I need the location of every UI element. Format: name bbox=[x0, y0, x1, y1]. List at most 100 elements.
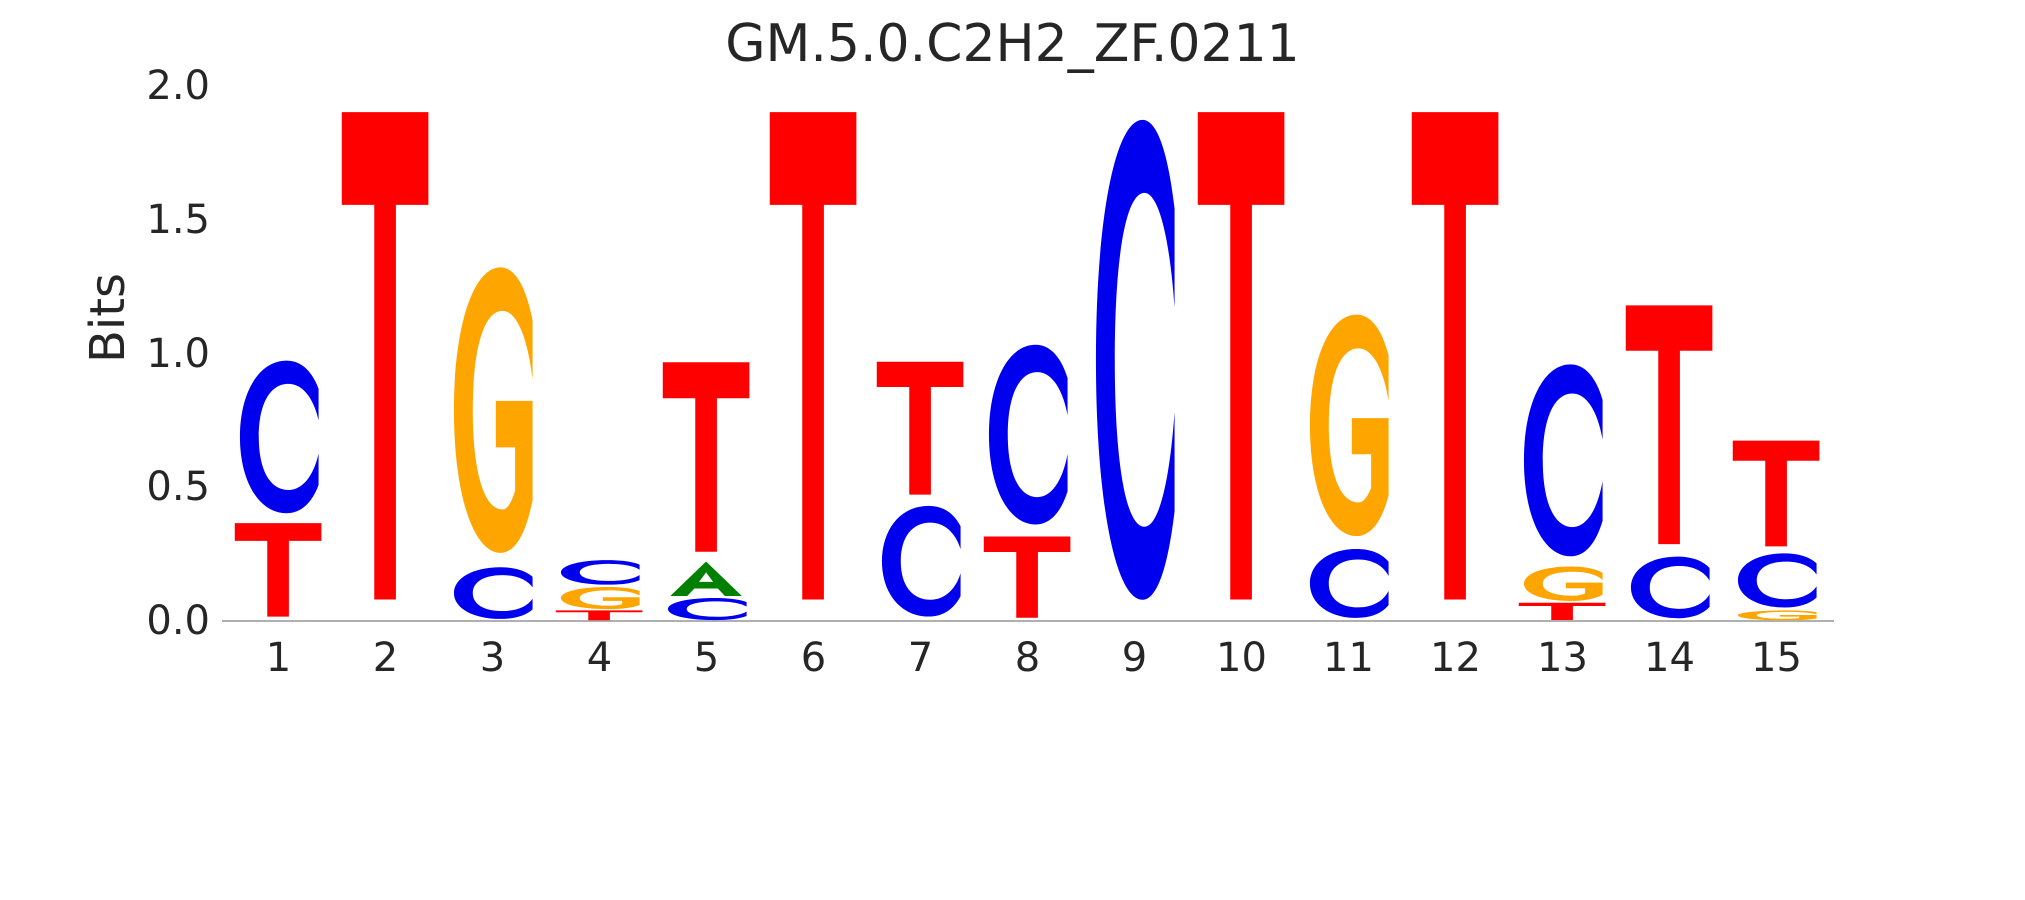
x-tick-label: 1 bbox=[265, 635, 292, 681]
letter-glyph-c bbox=[1096, 120, 1175, 601]
letter-glyph-t bbox=[1519, 603, 1606, 621]
x-axis-baseline bbox=[222, 620, 1834, 622]
letter-glyph-t bbox=[663, 361, 750, 552]
x-tick-label: 12 bbox=[1430, 635, 1481, 681]
letter-glyph-c bbox=[454, 567, 533, 619]
logo-stack bbox=[1188, 86, 1295, 621]
letter-glyph-c bbox=[1738, 553, 1817, 608]
logo-letter-a bbox=[659, 560, 753, 597]
x-tick-label: 5 bbox=[693, 635, 720, 681]
y-tick-label: 0.5 bbox=[146, 464, 210, 511]
x-tick-label: 7 bbox=[907, 635, 934, 681]
logo-letter-t bbox=[552, 610, 646, 621]
x-tick-label: 2 bbox=[372, 635, 399, 681]
logo-letter-g bbox=[552, 586, 646, 610]
letter-glyph-t bbox=[342, 112, 429, 600]
logo-letter-c bbox=[1087, 99, 1181, 621]
letter-glyph-c bbox=[668, 597, 747, 621]
page-title: GM.5.0.C2H2_ZF.0211 bbox=[725, 14, 1300, 74]
logo-stack bbox=[332, 86, 439, 621]
logo-letter-t bbox=[1194, 91, 1288, 621]
x-tick-label: 9 bbox=[1121, 635, 1148, 681]
logo-stack bbox=[653, 86, 760, 621]
letter-glyph-c bbox=[1310, 549, 1389, 619]
letter-glyph-c bbox=[989, 345, 1068, 525]
letter-glyph-c bbox=[1524, 364, 1603, 557]
letter-glyph-c bbox=[240, 360, 319, 513]
x-tick-label: 8 bbox=[1014, 635, 1041, 681]
letter-glyph-t bbox=[1412, 112, 1499, 600]
logo-letter-t bbox=[338, 91, 432, 621]
y-axis-ticks: 2.0 1.5 1.0 0.5 0.0 bbox=[20, 0, 210, 900]
logo-stack bbox=[974, 86, 1081, 621]
y-tick-label: 1.0 bbox=[146, 330, 210, 377]
logo-stack bbox=[1616, 86, 1723, 621]
logo-stack bbox=[760, 86, 867, 621]
logo-letter-t bbox=[980, 533, 1074, 621]
letter-glyph-t bbox=[235, 523, 322, 617]
logo-letter-c bbox=[552, 559, 646, 586]
x-tick-label: 4 bbox=[586, 635, 613, 681]
logo-letter-t bbox=[1729, 436, 1823, 551]
logo-stack bbox=[439, 86, 546, 621]
x-tick-label: 13 bbox=[1537, 635, 1588, 681]
letter-glyph-t bbox=[984, 536, 1071, 618]
logo-letter-t bbox=[231, 519, 325, 621]
letter-glyph-t bbox=[556, 610, 643, 621]
logo-stack bbox=[1295, 86, 1402, 621]
y-axis-label: Bits bbox=[80, 272, 136, 364]
letter-glyph-g bbox=[561, 587, 640, 610]
x-tick-label: 10 bbox=[1216, 635, 1267, 681]
logo-letter-c bbox=[1622, 554, 1716, 621]
x-axis-ticks: 1 2 3 4 5 6 7 8 9 10 11 12 13 14 15 bbox=[225, 636, 1830, 696]
letter-glyph-c bbox=[1631, 556, 1710, 619]
y-tick-label: 2.0 bbox=[146, 63, 210, 109]
logo-stack bbox=[546, 86, 653, 621]
logo-letter-t bbox=[1622, 295, 1716, 554]
x-tick-label: 14 bbox=[1644, 635, 1695, 681]
letter-glyph-t bbox=[877, 361, 964, 495]
letter-glyph-g bbox=[454, 266, 533, 553]
logo-stack bbox=[1723, 86, 1830, 621]
logo-stack bbox=[1081, 86, 1188, 621]
logo-letter-c bbox=[1729, 551, 1823, 610]
logo-letter-t bbox=[659, 354, 753, 560]
logo-letter-t bbox=[1515, 602, 1609, 621]
letter-glyph-g bbox=[1310, 314, 1389, 537]
letter-glyph-c bbox=[561, 560, 640, 586]
logo-letter-t bbox=[1408, 91, 1502, 621]
logo-letter-g bbox=[445, 255, 539, 565]
logo-letter-c bbox=[980, 337, 1074, 532]
x-tick-label: 3 bbox=[479, 635, 506, 681]
logo-letter-c bbox=[445, 565, 539, 621]
y-tick-label: 1.5 bbox=[146, 196, 210, 243]
letter-glyph-g bbox=[1738, 610, 1817, 621]
logo-plot-area bbox=[225, 86, 1830, 621]
logo-stack bbox=[225, 86, 332, 621]
logo-letter-c bbox=[873, 501, 967, 621]
logo-stack bbox=[867, 86, 974, 621]
x-tick-label: 11 bbox=[1323, 635, 1374, 681]
x-tick-label: 6 bbox=[800, 635, 827, 681]
logo-letter-c bbox=[1301, 546, 1395, 621]
y-tick-label: 0.0 bbox=[146, 598, 210, 644]
letter-glyph-t bbox=[770, 112, 857, 600]
x-tick-label: 15 bbox=[1751, 635, 1802, 681]
letter-glyph-c bbox=[882, 505, 961, 617]
letter-glyph-t bbox=[1198, 112, 1285, 600]
logo-letter-g bbox=[1729, 610, 1823, 621]
logo-letter-c bbox=[231, 354, 325, 520]
logo-letter-c bbox=[1515, 356, 1609, 565]
logo-stack bbox=[1402, 86, 1509, 621]
logo-letter-t bbox=[873, 356, 967, 500]
letter-glyph-t bbox=[1733, 441, 1820, 547]
letter-glyph-t bbox=[1626, 305, 1713, 544]
logo-letter-c bbox=[659, 597, 753, 621]
letter-glyph-a bbox=[670, 560, 743, 596]
letter-glyph-g bbox=[1524, 566, 1603, 601]
logo-letter-g bbox=[1515, 565, 1609, 602]
logo-stack bbox=[1509, 86, 1616, 621]
logo-letter-t bbox=[766, 91, 860, 621]
logo-letter-g bbox=[1301, 305, 1395, 546]
